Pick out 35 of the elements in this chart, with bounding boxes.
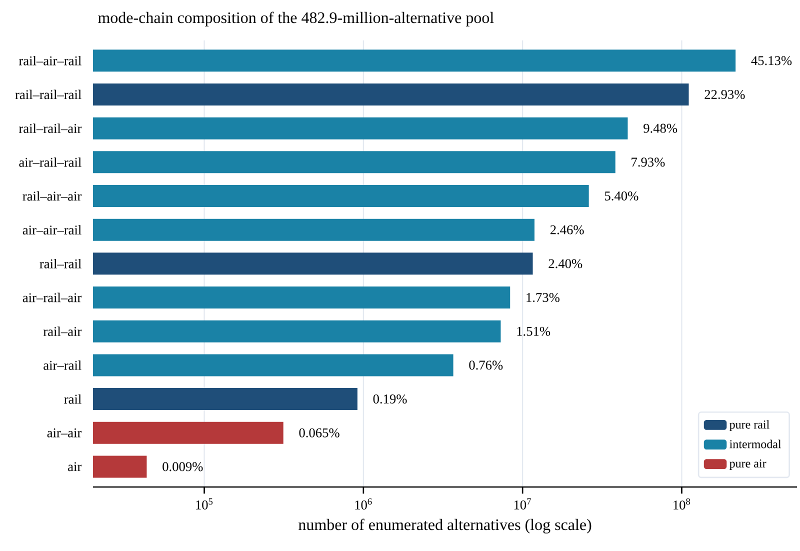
text: 9.48% — [644, 124, 678, 133]
text: 45.13% — [751, 56, 792, 66]
x-tick-label: 10$^{5}$ — [196, 498, 213, 510]
text: 0.19% — [373, 394, 407, 404]
y-tick-label: rail–air–rail — [18, 56, 82, 66]
x-tick-label: 10$^{6}$ — [355, 498, 372, 510]
y-tick-label: rail — [64, 394, 82, 404]
text: 5.40% — [604, 191, 638, 201]
text: 0.76% — [469, 360, 503, 370]
y-tick-label: air–rail–air — [22, 292, 82, 302]
text: 0.065% — [299, 428, 340, 438]
y-tick-label: air–rail — [44, 360, 82, 370]
text: 2.46% — [550, 225, 584, 234]
y-tick-label: air–air–rail — [22, 225, 82, 235]
text: 1.73% — [526, 292, 560, 302]
text: 22.93% — [704, 90, 745, 100]
chart-title: mode-chain composition of the 482.9-million-alternative pool — [98, 12, 494, 26]
x-tick-label: 10$^{8}$ — [674, 498, 690, 510]
y-tick-label: rail–air–air — [22, 191, 82, 201]
legend-label: pure rail — [730, 420, 770, 432]
legend-label: intermodal — [730, 440, 782, 448]
y-tick-label: air–air — [47, 428, 82, 438]
legend-label: pure air — [730, 459, 766, 470]
x-tick-label: 10$^{7}$ — [514, 498, 531, 510]
y-tick-label: air — [68, 462, 82, 472]
y-tick-label: air–rail–rail — [19, 157, 82, 167]
text: 7.93% — [632, 158, 665, 167]
y-tick-label: rail–rail–rail — [15, 90, 82, 100]
y-tick-label: rail–air — [43, 326, 82, 336]
text: 1.51% — [517, 326, 550, 336]
y-tick-label: rail–rail — [40, 258, 82, 268]
y-tick-label: rail–rail–air — [18, 124, 82, 134]
x-axis-title: number of enumerated alternatives (log scale) — [298, 518, 592, 534]
text: 0.009% — [162, 462, 203, 472]
text: 2.40% — [548, 259, 582, 268]
